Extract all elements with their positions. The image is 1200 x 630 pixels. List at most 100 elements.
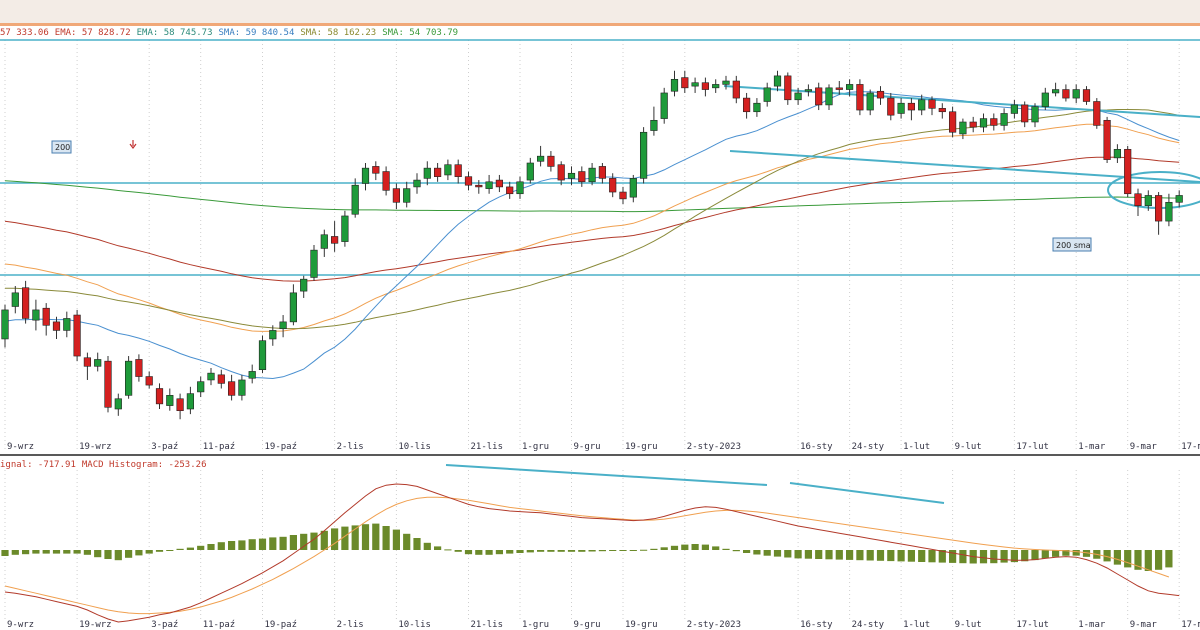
x-tick-label: 21-lis — [471, 620, 504, 630]
macd-histogram-bar — [794, 550, 802, 559]
macd-histogram-bar — [784, 550, 792, 558]
x-tick-label: 9-mar — [1130, 620, 1158, 630]
macd-histogram-bar — [588, 550, 596, 552]
x-tick-label: 17-mar — [1181, 620, 1200, 630]
bear-candle — [475, 184, 483, 188]
x-tick-label: 1-lut — [903, 620, 930, 630]
macd-histogram-bar — [104, 550, 112, 559]
bull-candle — [773, 75, 782, 87]
macd-histogram-bar — [248, 539, 256, 550]
macd-histogram-bar — [598, 550, 606, 552]
bear-candle — [742, 97, 751, 113]
x-tick-label: 9-wrz — [7, 620, 34, 630]
macd-histogram-bar — [176, 548, 184, 550]
x-tick-label: 17-lut — [1016, 620, 1049, 630]
bull-candle — [289, 292, 298, 323]
macd-histogram-bar — [619, 550, 627, 551]
macd-histogram-bar — [557, 550, 565, 552]
macd-histogram-bar — [197, 545, 205, 550]
x-axis: 9-wrz 9-wrz 19-wrz 19-wrz 3-paź 3-paź 11-paź 11… — [7, 442, 1200, 630]
macd-histogram-bar — [114, 550, 122, 561]
macd-histogram-bar — [990, 550, 998, 564]
macd-histogram-bar — [94, 550, 102, 558]
macd-histogram-bar — [804, 550, 812, 559]
bull-candle — [114, 398, 122, 410]
bear-candle — [598, 166, 606, 179]
bull-candle — [423, 167, 431, 179]
macd-histogram-bar — [959, 550, 967, 564]
bear-candle — [104, 360, 112, 408]
bull-candle — [918, 99, 926, 111]
macd-histogram-bar — [629, 550, 637, 551]
annotation-tags: 200 200 sma — [51, 140, 1092, 252]
macd-histogram-bar — [526, 550, 534, 553]
macd-histogram-bar — [423, 542, 431, 550]
macd-histogram-bar — [392, 529, 400, 550]
x-tick-label: 19-wrz — [79, 442, 112, 452]
x-tick-label: 19-gru — [625, 620, 658, 630]
macd-histogram-bar — [907, 550, 915, 562]
bull-candle — [763, 87, 771, 102]
macd-histogram-bar — [320, 530, 328, 550]
x-tick-label: 24-sty — [852, 442, 885, 452]
bear-candle — [217, 374, 225, 384]
bear-candle — [21, 287, 30, 319]
macd-histogram-bar — [918, 550, 926, 562]
bear-candle — [835, 87, 843, 90]
macd-histogram-bar — [825, 550, 833, 560]
macd-histogram-bar — [1103, 550, 1111, 562]
bull-candle — [310, 249, 318, 278]
bull-candle — [186, 393, 195, 410]
macd-histogram-bar — [1021, 550, 1029, 562]
bear-candle — [887, 97, 895, 116]
macd-histogram-bar — [1010, 550, 1018, 563]
macd-histogram-bar — [372, 523, 380, 550]
bear-candle — [876, 90, 885, 99]
macd-histogram-bar — [1062, 550, 1070, 556]
macd-histogram-bar — [835, 550, 843, 560]
legend-item: 57 333.06 — [0, 28, 49, 38]
bull-candle — [691, 82, 699, 87]
macd-histogram-bar — [475, 550, 483, 555]
x-tick-label: 9-mar — [1130, 442, 1158, 452]
bull-candle — [526, 162, 534, 181]
bull-candle — [11, 292, 19, 307]
x-tick-label: 10-lis — [398, 620, 431, 630]
macd-histogram-bar — [495, 550, 503, 555]
bear-candle — [681, 77, 689, 89]
bear-candle — [42, 307, 50, 326]
macd-histogram-bar — [341, 526, 349, 550]
legend-item: SMA: 54 703.79 — [382, 28, 459, 38]
macd-histogram-bar — [166, 550, 174, 551]
window-titlebar — [0, 0, 1200, 26]
bear-candle — [1134, 193, 1142, 207]
bear-candle — [609, 178, 617, 193]
macd-histogram-bar — [145, 550, 153, 554]
bull-candle — [197, 381, 205, 393]
x-tick-label: 21-lis — [471, 442, 504, 452]
trendlines — [129, 85, 1200, 504]
macd-histogram-bar — [753, 550, 761, 555]
macd-histogram-bar — [1082, 550, 1091, 557]
bear-candle — [464, 176, 473, 186]
macd-histogram-bar — [547, 550, 555, 552]
legend-item: EMA: 57 828.72 — [54, 28, 131, 38]
bear-candle — [392, 188, 401, 203]
candles — [1, 70, 1183, 420]
macd-histogram-bar — [1165, 550, 1173, 568]
macd-histogram-bar — [11, 550, 19, 555]
bear-candle — [433, 167, 442, 177]
x-tick-label: 1-lut — [903, 442, 930, 452]
x-tick-label: 1-mar — [1078, 620, 1106, 630]
bull-candle — [670, 78, 679, 92]
macd-histogram-bar — [732, 550, 740, 552]
bull-candle — [825, 87, 833, 106]
macd-histogram-bar — [351, 525, 359, 550]
macd-histogram-bar — [537, 550, 545, 552]
bear-candle — [52, 321, 61, 331]
macd-histogram-bar — [743, 550, 751, 553]
macd-histogram-bar — [506, 550, 514, 554]
tag-200sma-box — [1052, 237, 1092, 252]
bull-candle — [32, 309, 40, 321]
